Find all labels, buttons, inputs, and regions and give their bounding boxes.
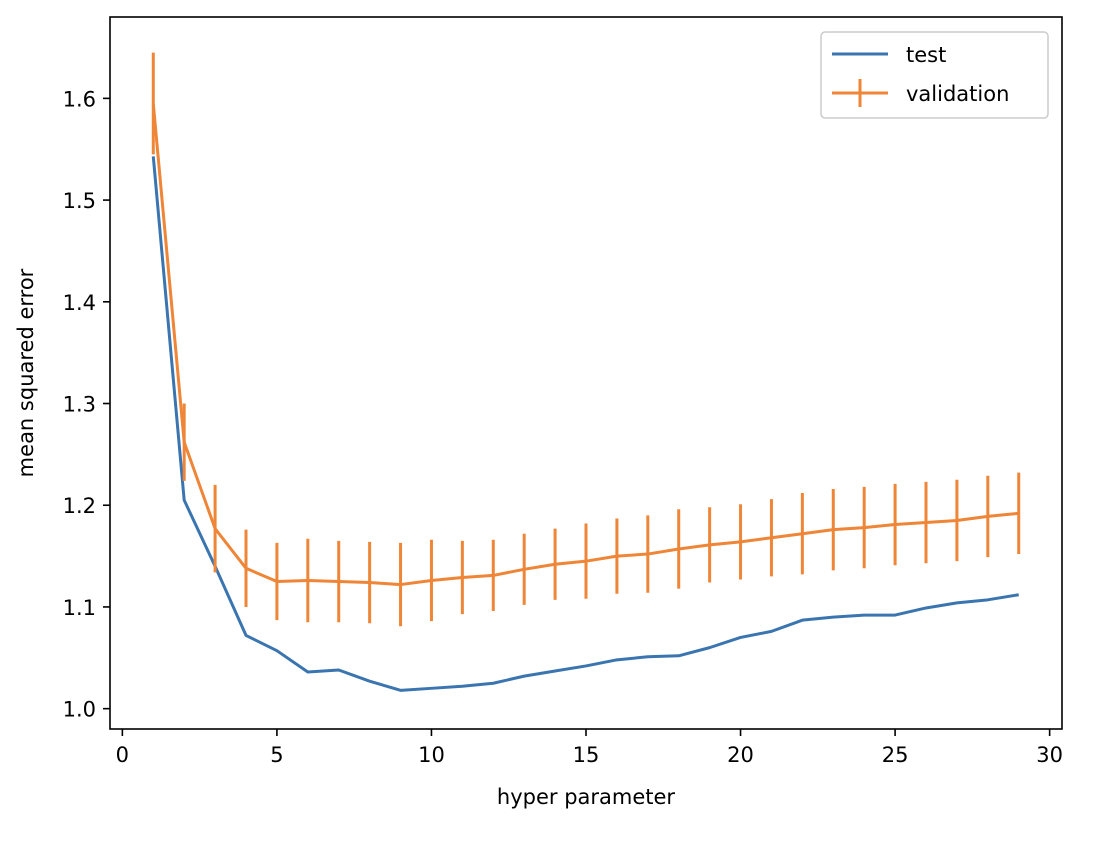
x-axis-label: hyper parameter — [497, 785, 676, 809]
x-tick-label: 20 — [727, 743, 754, 767]
y-tick-label: 1.2 — [63, 494, 96, 518]
plot-frame — [109, 16, 1063, 730]
y-axis-label: mean squared error — [14, 268, 38, 477]
legend: test validation — [820, 31, 1049, 119]
y-tick-label: 1.3 — [63, 393, 96, 417]
x-tick-label: 10 — [418, 743, 445, 767]
y-tick-label: 1.4 — [63, 291, 96, 315]
series-line-test — [151, 156, 1019, 692]
x-tick-label: 0 — [116, 743, 129, 767]
x-tick-label: 15 — [573, 743, 600, 767]
legend-label-test: test — [906, 43, 946, 67]
y-tick-label: 1.5 — [63, 189, 96, 213]
x-tick-label: 25 — [882, 743, 909, 767]
x-tick-label: 30 — [1036, 743, 1063, 767]
x-tick-label: 5 — [270, 743, 283, 767]
y-tick-label: 1.6 — [63, 87, 96, 111]
y-tick-label: 1.0 — [63, 698, 96, 722]
series-line-validation — [151, 103, 1019, 587]
legend-label-validation: validation — [906, 82, 1009, 106]
y-tick-label: 1.1 — [63, 596, 96, 620]
